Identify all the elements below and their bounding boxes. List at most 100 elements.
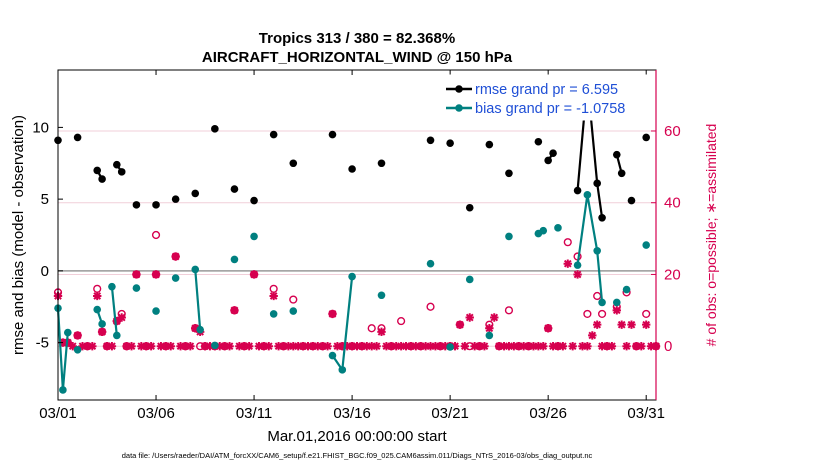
assimilated-obs-point: [509, 341, 519, 351]
x-axis-ticks: 03/01 03/06 03/11 03/16 03/21 03/26 03/31: [39, 70, 665, 422]
rmse-point: [191, 189, 200, 198]
assimilated-obs-point: [137, 341, 146, 351]
y-right-tick-label: 60: [664, 123, 681, 140]
bias-point: [465, 275, 474, 284]
assimilated-obs-point: [367, 341, 376, 351]
rmse-point: [505, 169, 513, 178]
possible-obs-point: [93, 284, 102, 293]
assimilated-obs-point: [112, 316, 122, 326]
assimilated-obs-point: [88, 341, 97, 351]
x-tick-label: 03/21: [431, 405, 469, 422]
x-tick-label: 03/11: [236, 405, 272, 422]
bias-point: [289, 307, 298, 315]
rmse-point: [549, 149, 557, 158]
assimilated-obs-point: [563, 259, 572, 268]
assimilated-obs-point: [421, 341, 430, 351]
assimilated-obs-point: [220, 341, 229, 351]
y-axis-right-ticks: 0 20 40 60: [651, 123, 681, 355]
assimilated-obs-point: [480, 341, 489, 351]
bias-point: [152, 307, 160, 315]
rmse-point: [98, 175, 106, 183]
rmse-point: [642, 133, 650, 142]
assimilated-obs-point: [142, 341, 151, 351]
assimilated-obs-point: [269, 291, 278, 301]
possible-obs-point: [504, 306, 514, 315]
assimilated-obs-point: [249, 270, 259, 279]
assimilated-obs-point: [176, 341, 185, 351]
assimilated-obs-point: [539, 341, 548, 351]
assimilated-obs-point: [455, 320, 465, 329]
rmse-point: [171, 195, 180, 203]
assimilated-obs-point: [514, 341, 523, 351]
bias-line-segment: [110, 286, 118, 336]
assimilated-obs-point: [436, 341, 445, 351]
assimilated-obs-point: [107, 341, 117, 351]
x-tick-label: 03/01: [39, 405, 77, 422]
rmse-point: [465, 203, 474, 212]
assimilated-obs-point: [156, 341, 166, 351]
bias-line-segment: [576, 194, 604, 303]
possible-obs-point: [426, 302, 435, 311]
assimilated-obs-point: [166, 341, 175, 351]
bias-point: [132, 284, 141, 292]
assimilated-obs-point: [230, 306, 239, 315]
rmse-line-segment: [576, 79, 604, 218]
assimilated-obs-point: [460, 341, 470, 351]
assimilated-obs-point: [225, 341, 234, 351]
assimilated-obs-point: [504, 341, 514, 351]
assimilated-obs-point: [97, 327, 107, 337]
bias-point: [622, 285, 631, 294]
rmse-point: [612, 150, 621, 159]
rmse-point: [289, 159, 298, 168]
assimilated-obs-point: [161, 341, 171, 351]
bias-point: [73, 345, 82, 354]
rmse-point: [132, 201, 141, 209]
assimilated-obs-point: [181, 341, 190, 351]
assimilated-obs-point: [284, 341, 293, 351]
y-right-tick-label: 20: [664, 266, 681, 283]
assimilated-obs-point: [146, 341, 156, 351]
rmse-point: [113, 160, 121, 169]
assimilated-obs-point: [362, 341, 372, 351]
assimilated-obs-point: [573, 270, 582, 279]
bias-point: [328, 351, 337, 360]
assimilated-obs-point: [347, 341, 357, 351]
assimilated-obs-point: [568, 341, 577, 351]
rmse-point: [573, 186, 582, 195]
bias-point: [230, 255, 239, 264]
assimilated-obs-point: [83, 341, 92, 351]
assimilated-obs-point: [357, 341, 367, 351]
rmse-point: [627, 196, 636, 205]
rmse-point: [544, 156, 552, 165]
possible-obs-point: [583, 309, 592, 319]
bias-line-segment: [56, 308, 69, 391]
assimilated-obs-point: [588, 331, 597, 340]
bias-point: [554, 224, 562, 232]
assimilated-obs-point: [490, 313, 499, 322]
assimilated-obs-point: [416, 341, 425, 351]
assimilated-obs-point: [641, 320, 651, 329]
rmse-point: [117, 168, 126, 176]
rmse-point: [485, 140, 494, 149]
chart-title: Tropics 313 / 380 = 82.368%: [259, 30, 455, 47]
rmse-point: [446, 139, 454, 147]
assimilated-obs-point: [289, 341, 298, 351]
assimilated-obs-point: [578, 341, 587, 351]
rmse-point: [377, 159, 386, 168]
bias-point: [250, 232, 258, 241]
x-tick-label: 03/16: [333, 405, 371, 422]
bias-point: [211, 341, 219, 350]
bias-point: [593, 246, 601, 255]
assimilated-obs-point: [475, 341, 484, 351]
bias-point: [446, 343, 454, 351]
rmse-point: [250, 196, 258, 205]
assimilated-obs-point: [186, 341, 195, 351]
rmse-point: [269, 130, 278, 139]
rmse-point: [617, 169, 626, 178]
legend-bias-marker: [455, 104, 463, 112]
bias-point: [108, 282, 116, 291]
chart-subtitle: AIRCRAFT_HORIZONTAL_WIND @ 150 hPa: [202, 49, 513, 66]
series-layer: [53, 76, 661, 394]
assimilated-obs-point: [117, 313, 126, 322]
assimilated-obs-point: [122, 341, 131, 351]
